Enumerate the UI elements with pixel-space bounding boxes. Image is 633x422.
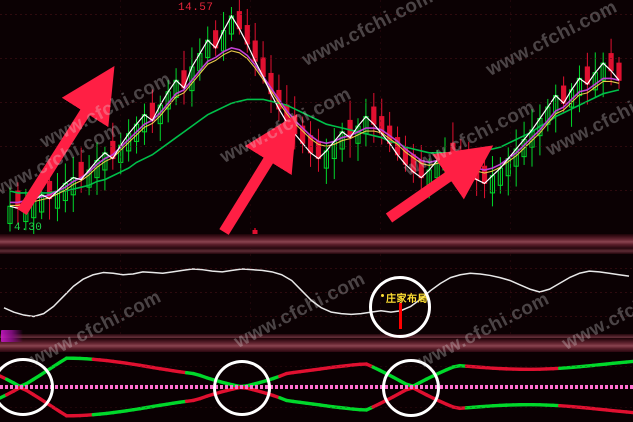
gridline-horizontal	[0, 292, 633, 293]
gridline-horizontal	[0, 366, 633, 367]
band-cross-circle-1	[0, 358, 54, 416]
oscillator-zone-band-bottom	[0, 334, 633, 341]
band-indicator-tag	[1, 330, 23, 342]
gridline-horizontal	[0, 316, 633, 317]
gridline-horizontal	[0, 58, 633, 59]
panel-separator-2	[0, 338, 633, 352]
gridline-vertical	[120, 248, 121, 341]
gridline-vertical	[380, 0, 381, 236]
gridline-vertical	[250, 248, 251, 341]
oscillator-line	[3, 268, 630, 318]
price-candles-and-ma	[7, 0, 622, 235]
band-cross-circle-2	[213, 360, 271, 416]
candlestick-price-panel[interactable]	[0, 0, 633, 236]
band-cross-circle-3	[382, 359, 440, 417]
gridline-vertical	[510, 0, 511, 236]
price-low-label: 4.30	[14, 222, 43, 234]
oscillator-panel[interactable]	[0, 248, 633, 341]
panel-separator-1	[0, 234, 633, 248]
oscillator-zone-band-top	[0, 248, 633, 254]
gridline-vertical	[120, 0, 121, 236]
gridline-vertical	[510, 248, 511, 341]
band-curves	[0, 356, 633, 418]
gridline-vertical	[250, 0, 251, 236]
gridline-horizontal	[0, 146, 633, 147]
price-high-label: 14.57	[178, 2, 214, 14]
gridline-horizontal	[0, 14, 633, 15]
gridline-horizontal	[0, 268, 633, 269]
gridline-horizontal	[0, 102, 633, 103]
gridline-horizontal	[0, 190, 633, 191]
dual-band-indicator-panel[interactable]	[0, 352, 633, 422]
oscillator-signal-circle	[369, 276, 431, 338]
gridline-horizontal	[0, 407, 633, 408]
